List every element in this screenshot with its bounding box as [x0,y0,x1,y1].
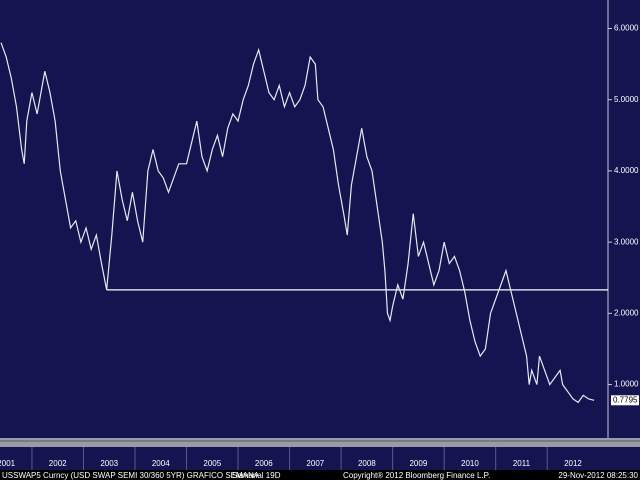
footer-timestamp: 29-Nov-2012 08:25:30 [558,471,638,480]
footer-period: Semanal 19D [232,471,281,480]
x-tick-label: 2009 [409,459,427,468]
last-value-box [611,395,639,406]
x-tick-label: 2010 [461,459,479,468]
x-axis-area [0,447,640,470]
x-tick-label: 2001 [0,459,16,468]
x-tick-label: 2007 [306,459,324,468]
x-tick-label: 2002 [49,459,67,468]
y-tick-label: 4.0000 [614,166,639,175]
x-tick-label: 2005 [203,459,221,468]
x-tick-label: 2006 [255,459,273,468]
x-tick-label: 2003 [100,459,118,468]
x-tick-label: 2004 [152,459,170,468]
y-tick-label: 3.0000 [614,237,639,246]
last-value-label: 0.7795 [613,395,638,404]
y-tick-label: 1.0000 [614,380,639,389]
x-tick-label: 2012 [564,459,582,468]
line-series [0,42,595,404]
plot-area [0,0,640,438]
footer-security: USSWAP5 Curncy (USD SWAP SEMI 30/360 5YR… [2,471,260,480]
footer-copyright: Copyright® 2012 Bloomberg Finance L.P. [343,471,490,480]
x-tick-label: 2011 [513,459,531,468]
y-tick-label: 6.0000 [614,24,639,33]
y-tick-label: 2.0000 [614,308,639,317]
x-tick-label: 2008 [358,459,376,468]
axis-band [0,438,640,447]
y-tick-label: 5.0000 [614,95,639,104]
